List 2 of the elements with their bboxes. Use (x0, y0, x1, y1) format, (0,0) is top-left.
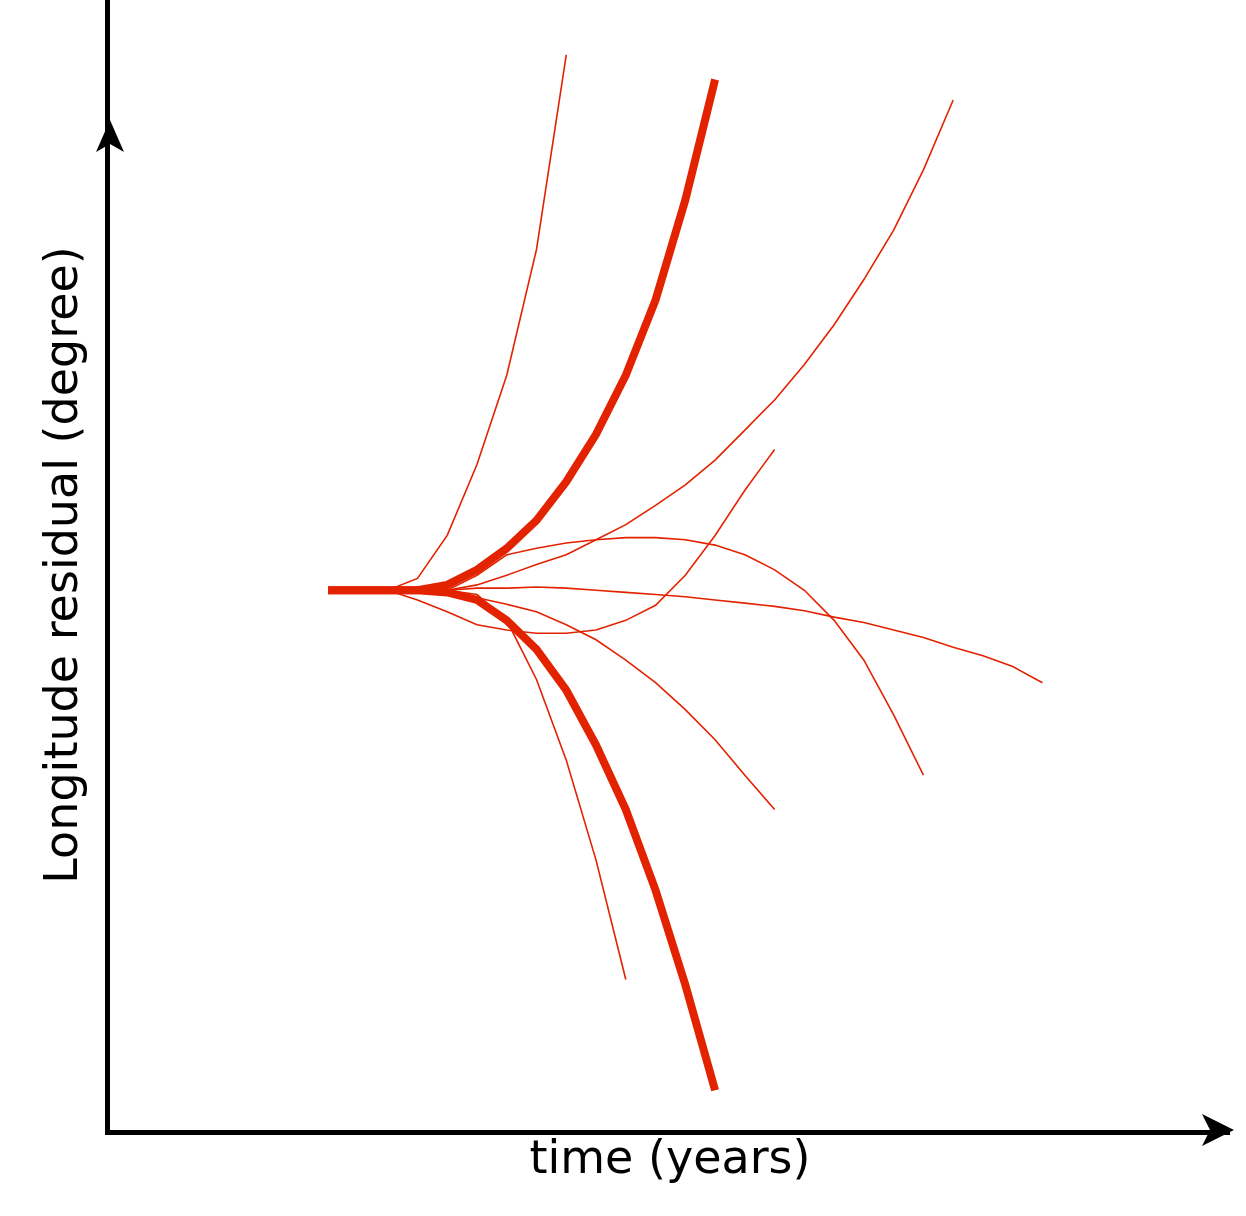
y-axis-title: Longitude residual (degree) (34, 246, 89, 884)
x-axis-title: time (years) (529, 1129, 811, 1184)
